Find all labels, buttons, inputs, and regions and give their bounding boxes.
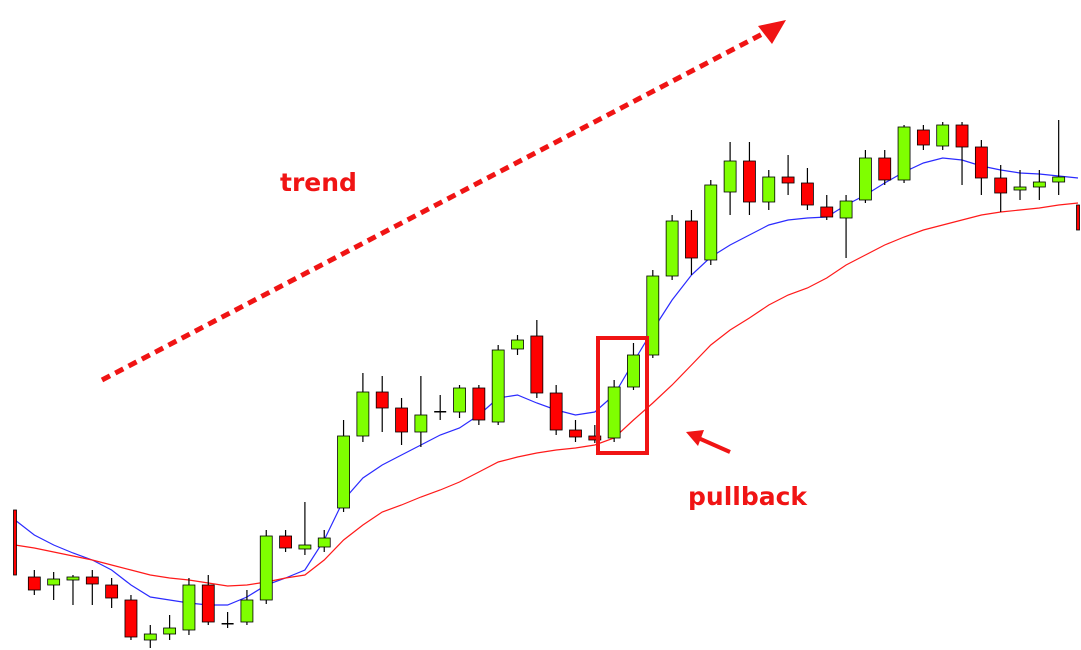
- candle-body: [665, 220, 679, 277]
- candle-body: [453, 387, 466, 413]
- pullback-arrow: [695, 435, 731, 454]
- candle-body: [916, 129, 930, 146]
- candle-body: [221, 623, 234, 625]
- candle-body: [839, 200, 853, 219]
- candle-body: [356, 391, 370, 437]
- candle-body: [279, 535, 292, 549]
- candle-body: [801, 182, 814, 206]
- candle-body: [762, 176, 776, 203]
- candle-body: [549, 392, 563, 431]
- candle-body: [781, 176, 795, 184]
- candle-body: [27, 576, 41, 591]
- candle-body: [143, 633, 157, 641]
- candle-body: [240, 599, 254, 623]
- candle-body: [704, 184, 718, 261]
- trend-arrow-head: [758, 20, 786, 44]
- candle-body: [1052, 176, 1066, 183]
- candle-body: [201, 584, 215, 623]
- candle-body: [743, 160, 756, 203]
- candle-body: [375, 391, 389, 409]
- candle-body: [627, 354, 640, 388]
- candle-body: [723, 160, 737, 193]
- candle-body: [317, 537, 331, 548]
- candle-body: [13, 509, 17, 576]
- candle-body: [1076, 204, 1080, 231]
- candle-body: [434, 411, 447, 413]
- candle-body: [685, 220, 698, 259]
- candle-body: [820, 206, 834, 218]
- candle-body: [530, 335, 544, 394]
- pullback-arrow-head: [686, 430, 704, 446]
- candle-body: [47, 578, 61, 586]
- candle-body: [298, 544, 312, 550]
- candle-body: [1013, 186, 1027, 191]
- candle-body: [878, 157, 892, 181]
- candle-body: [472, 387, 486, 421]
- candle-body: [66, 576, 80, 581]
- candle-body: [182, 584, 196, 631]
- candle-body: [607, 386, 621, 439]
- candle-body: [511, 339, 524, 350]
- pullback-box: [596, 336, 649, 455]
- moving-average-line: [14, 202, 1079, 587]
- moving-average-line: [14, 157, 1079, 606]
- candle-body: [395, 407, 408, 433]
- trend-label: trend: [280, 168, 357, 197]
- pullback-label: pullback: [688, 482, 808, 511]
- candle-body: [85, 576, 99, 585]
- candle-body: [936, 124, 950, 147]
- candle-body: [163, 627, 177, 635]
- candle-body: [105, 584, 119, 599]
- candle-body: [337, 435, 350, 509]
- candle-body: [588, 435, 602, 441]
- candle-body: [994, 177, 1008, 194]
- candle-body: [955, 124, 969, 148]
- candle-body: [1032, 181, 1046, 188]
- candle-body: [859, 157, 872, 201]
- candle-body: [259, 535, 273, 601]
- candle-body: [897, 126, 911, 181]
- trend-arrow: [100, 27, 772, 383]
- candle-body: [124, 599, 138, 638]
- candle-body: [414, 414, 428, 433]
- candle-body: [974, 146, 988, 179]
- candle-body: [569, 429, 582, 438]
- candle-body: [646, 275, 660, 356]
- candle-body: [491, 349, 505, 423]
